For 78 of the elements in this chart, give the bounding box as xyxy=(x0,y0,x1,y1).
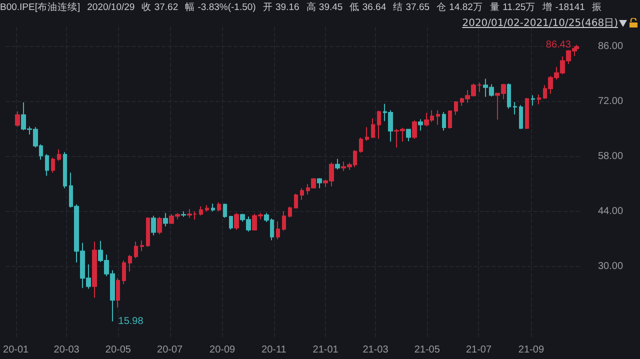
candlestick xyxy=(205,204,209,212)
x-tick-label: 21-09 xyxy=(518,344,544,356)
text: 2020/10/29 xyxy=(87,2,135,13)
x-tick-label: 21-01 xyxy=(312,344,339,356)
text: 仓 14.82万 xyxy=(436,2,483,13)
text: 增 -18141 xyxy=(542,2,585,13)
annotation: 2020/01/02-2021/10/25(468日) xyxy=(462,17,618,30)
candlestick xyxy=(507,83,511,110)
candlestick xyxy=(317,178,322,189)
x-tick-label: 20-05 xyxy=(105,344,132,356)
text: 高 39.45 xyxy=(306,2,343,13)
text: 开 39.16 xyxy=(262,2,300,13)
candlestick xyxy=(92,241,97,298)
candlestick xyxy=(51,157,55,174)
candlestick xyxy=(146,216,150,248)
candlestick xyxy=(537,94,541,105)
candlestick xyxy=(181,210,186,218)
candlestick xyxy=(223,203,227,218)
candlestick xyxy=(454,100,458,116)
annotation: 15.98 xyxy=(118,316,144,327)
candlestick xyxy=(442,112,446,132)
chart-title: B00.IPE[布油连续] xyxy=(0,2,80,13)
candlestick xyxy=(365,126,369,142)
x-tick-label: 20-11 xyxy=(262,344,287,356)
candlestick xyxy=(282,210,286,232)
candlestick xyxy=(335,158,340,170)
candlestick xyxy=(300,188,304,201)
candlestick xyxy=(116,278,120,308)
candlestick xyxy=(151,215,156,236)
candlestick xyxy=(128,254,132,272)
candlestick xyxy=(513,101,517,116)
candlestick xyxy=(157,216,162,235)
candlestick xyxy=(448,110,452,130)
candlestick xyxy=(525,98,529,130)
text: 振 xyxy=(592,2,602,13)
candlestick xyxy=(531,94,535,106)
candlestick xyxy=(122,260,126,285)
annotation: 86.43 xyxy=(546,39,572,50)
candlestick xyxy=(371,118,375,139)
candlestick xyxy=(276,220,280,240)
candlestick xyxy=(217,202,221,212)
candlestick xyxy=(45,154,49,176)
candlestick xyxy=(63,152,67,189)
candlestick xyxy=(519,104,523,130)
y-tick-label: 86.00 xyxy=(598,41,624,52)
candlestick xyxy=(377,110,381,140)
candlestick xyxy=(359,137,363,154)
candlestick xyxy=(15,110,20,128)
candlestick xyxy=(406,128,411,142)
candlestick xyxy=(163,212,168,227)
candlestick xyxy=(229,215,233,230)
y-tick-label: 30.00 xyxy=(598,260,624,272)
text: 幅 -3.83%(-1.50) xyxy=(185,2,256,13)
candlestick xyxy=(199,206,203,216)
text: 结 37.65 xyxy=(393,2,430,13)
candlestick xyxy=(57,148,61,162)
text: 量 11.25万 xyxy=(490,2,536,13)
x-tick-label: 20-09 xyxy=(210,344,236,356)
candlestick xyxy=(234,212,239,230)
y-tick-label: 72.00 xyxy=(598,96,624,108)
candlestick xyxy=(288,206,292,218)
x-tick-label: 21-07 xyxy=(466,344,492,356)
x-tick-label: 20-07 xyxy=(157,344,184,356)
candlestick xyxy=(418,118,423,132)
text: 低 36.64 xyxy=(350,2,386,13)
x-tick-label: 20-01 xyxy=(3,344,30,356)
text: 收 37.62 xyxy=(142,2,178,13)
candlestick xyxy=(412,120,417,140)
candlestick xyxy=(294,193,298,209)
candlestick xyxy=(211,203,215,212)
x-tick-label: 21-05 xyxy=(414,344,440,356)
candlestick xyxy=(140,240,144,252)
candlestick xyxy=(134,241,138,259)
y-tick-label: 58.00 xyxy=(598,150,624,162)
x-tick-label: 21-03 xyxy=(362,344,389,356)
x-tick-label: 20-03 xyxy=(54,344,80,356)
candlestick xyxy=(436,110,440,126)
y-tick-label: 44.00 xyxy=(598,206,624,217)
